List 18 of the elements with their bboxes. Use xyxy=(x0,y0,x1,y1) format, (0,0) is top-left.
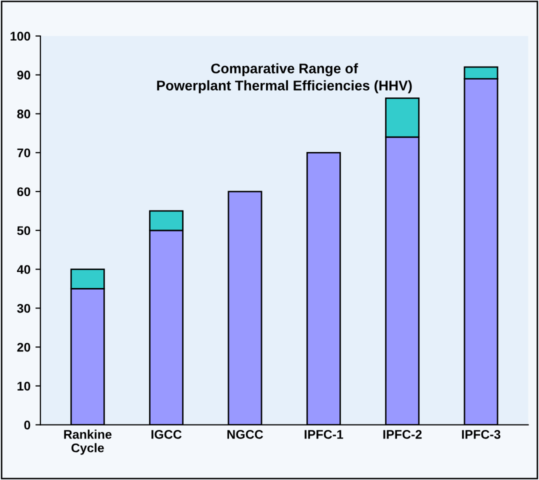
y-tick-label: 70 xyxy=(17,148,30,158)
y-tick-label: 20 xyxy=(17,342,30,352)
x-tick-label: Rankine Cycle xyxy=(64,430,112,455)
y-tick-label: 40 xyxy=(16,265,30,274)
y-tick-label: 100 xyxy=(10,32,30,41)
y-tick-label: 60 xyxy=(17,187,30,196)
x-tick-label: IPFC-1 xyxy=(304,430,344,439)
y-tick-label: 50 xyxy=(17,226,30,236)
x-tick-label: IGCC xyxy=(152,430,182,439)
y-tick-label: 10 xyxy=(18,382,30,391)
y-tick-label: 30 xyxy=(17,304,30,313)
x-tick-label: IPFC-3 xyxy=(462,430,500,439)
y-tick-label: 80 xyxy=(17,110,30,118)
text: Comparative Range of Powerplant Thermal Efficiencies (HHV) xyxy=(157,63,412,94)
x-tick-label: IPFC-2 xyxy=(383,430,422,439)
y-tick-label: 90 xyxy=(17,70,30,80)
x-tick-label: NGCC xyxy=(227,430,264,439)
y-tick-label: 0 xyxy=(24,420,30,430)
